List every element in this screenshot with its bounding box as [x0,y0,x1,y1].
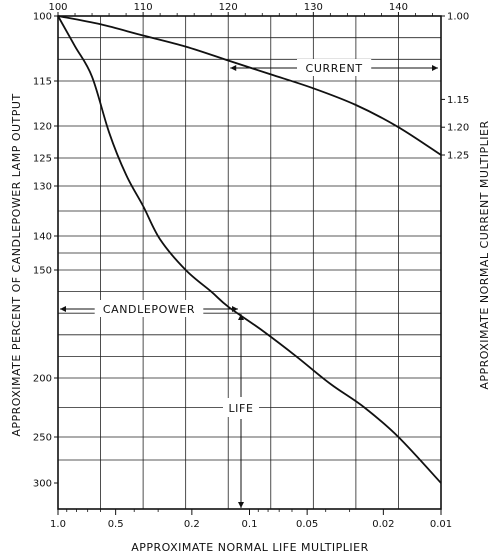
annotation-arrowhead [237,502,244,508]
annotation-arrowhead [60,306,66,312]
y-left-tick-label: 120 [33,122,52,133]
x-bottom-tick-label: 0.01 [430,519,452,530]
y-left-tick-label: 125 [33,154,52,165]
y-right-tick-label: 1.15 [447,95,469,106]
annotation-label-bg [297,59,372,76]
annotation-arrowhead [432,65,438,71]
x-bottom-tick-label: 1.0 [50,519,66,530]
y-right-tick-label: 1.25 [447,151,469,162]
x-axis-title: APPROXIMATE NORMAL LIFE MULTIPLIER [131,541,369,554]
x-top-tick-label: 130 [304,2,323,13]
series-layer [57,15,442,484]
y-left-tick-label: 150 [33,266,52,277]
annotation-layer: CURRENT CANDLEPOWER LIFE [60,59,438,508]
annotation-arrowhead [237,314,244,320]
series-line-candlepower [57,15,442,484]
annotation-label-bg [94,300,204,317]
y-right-tick-label: 1.00 [447,12,469,23]
x-bottom-tick-label: 0.5 [108,519,124,530]
x-bottom-tick-label: 0.05 [296,519,318,530]
annotation-arrowhead [231,306,238,312]
plot-frame [57,15,442,510]
x-bottom-tick-label: 0.02 [372,519,394,530]
x-bottom-tick-label: 0.1 [242,519,258,530]
left-y-axis-title: APPROXIMATE PERCENT OF CANDLEPOWER LAMP … [10,93,23,436]
annotation-label-life: LIFE [228,402,253,415]
tick-layer: 100 110 120 130 140 1.0 0.5 0.2 0.1 0.05 0.02 0.01 1… [33,2,469,530]
x-top-tick-label: 110 [134,2,153,13]
x-top-tick-label: 140 [389,2,408,13]
annotation-label-candlepower: CANDLEPOWER [103,303,195,316]
x-bottom-tick-label: 0.2 [184,519,200,530]
annotation-label-bg [222,398,259,417]
y-left-tick-label: 115 [33,77,52,88]
y-left-tick-label: 200 [33,374,52,385]
right-y-axis-title: APPROXIMATE NORMAL CURRENT MULTIPLIER [478,120,491,389]
x-top-tick-label: 100 [48,2,67,13]
y-left-tick-label: 130 [33,182,52,193]
y-left-tick-label: 250 [33,433,52,444]
annotation-label-current: CURRENT [306,62,363,75]
series-line-current [57,15,442,156]
y-left-tick-label: 300 [33,479,52,490]
y-left-tick-label: 100 [33,12,52,23]
y-left-tick-label: 140 [33,232,52,243]
annotation-arrowhead [230,65,237,71]
y-right-tick-label: 1.20 [447,123,469,134]
grid-layer [58,16,441,509]
x-top-tick-label: 120 [219,2,238,13]
